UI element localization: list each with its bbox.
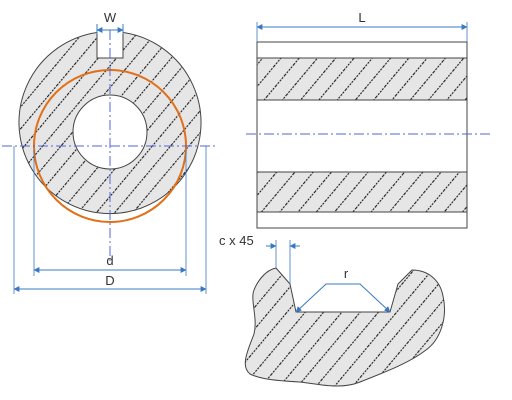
radius-label: r [344,266,349,281]
length-label: L [358,10,365,25]
upper-wall-section [256,57,468,101]
inner-diameter-label: d [106,253,113,268]
lower-wall-section [256,171,468,213]
inner-diameter-dimension: d [33,150,187,276]
radius-dimension: r [295,266,391,313]
detail-section [244,267,445,387]
front-view [2,30,218,262]
outer-diameter-dimension: D [13,146,207,294]
keyway-detail [244,267,445,387]
width-label: W [104,10,117,25]
outer-diameter-label: D [105,273,114,288]
chamfer-dimension: c x 45 [219,233,300,284]
side-view [246,41,492,229]
length-dimension: L [256,10,468,42]
chamfer-label: c x 45 [219,233,254,248]
width-dimension: W [96,10,124,34]
bushing-section [18,31,202,214]
